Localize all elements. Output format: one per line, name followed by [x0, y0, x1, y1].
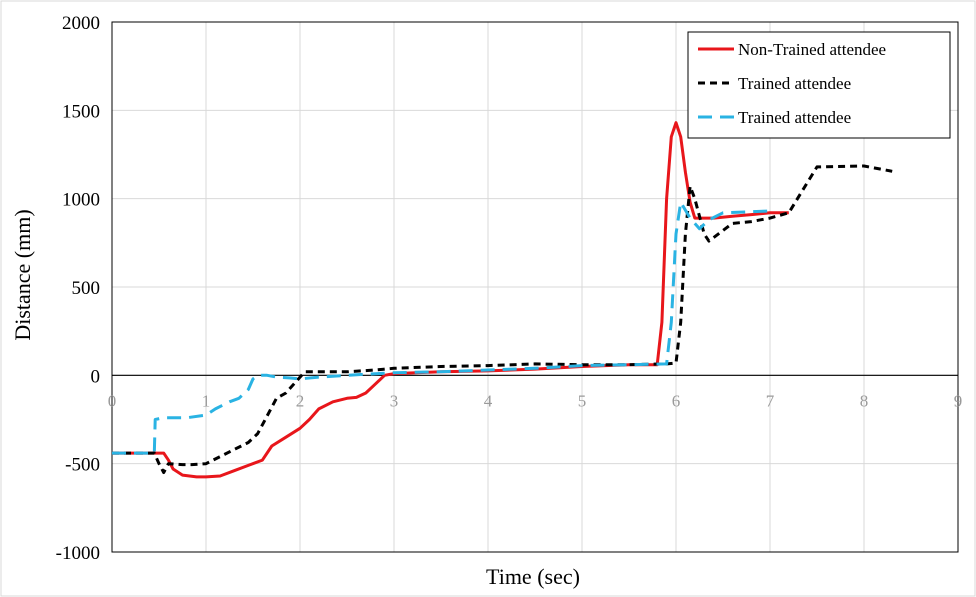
- legend-label-2: Trained attendee: [738, 74, 851, 93]
- x-tick-label: 3: [390, 391, 399, 410]
- plot-area: [111, 21, 959, 553]
- y-tick-label: 500: [72, 278, 101, 299]
- y-tick-label: 0: [91, 366, 101, 387]
- series-line-3: [112, 200, 771, 455]
- series-line-1: [112, 121, 789, 479]
- x-tick-label: 8: [860, 391, 869, 410]
- x-tick-label: 1: [202, 391, 211, 410]
- x-axis-title: Time (sec): [486, 564, 580, 589]
- y-tick-label: 1000: [62, 190, 100, 211]
- series-line-2: [112, 164, 893, 474]
- y-tick-label: -500: [65, 455, 100, 476]
- x-tick-label: 0: [108, 391, 117, 410]
- legend-label-3: Trained attendee: [738, 108, 851, 127]
- y-tick-label: -1000: [56, 543, 100, 564]
- x-tick-label: 4: [484, 391, 493, 410]
- y-tick-label: 2000: [62, 13, 100, 34]
- legend-label-1: Non-Trained attendee: [738, 40, 886, 59]
- x-tick-label: 9: [954, 391, 963, 410]
- x-tick-label: 6: [672, 391, 681, 410]
- y-tick-label: 1500: [62, 101, 100, 122]
- x-tick-label: 5: [578, 391, 587, 410]
- x-tick-label: 7: [766, 391, 775, 410]
- y-axis-title: Distance (mm): [10, 209, 35, 340]
- x-tick-label: 2: [296, 391, 305, 410]
